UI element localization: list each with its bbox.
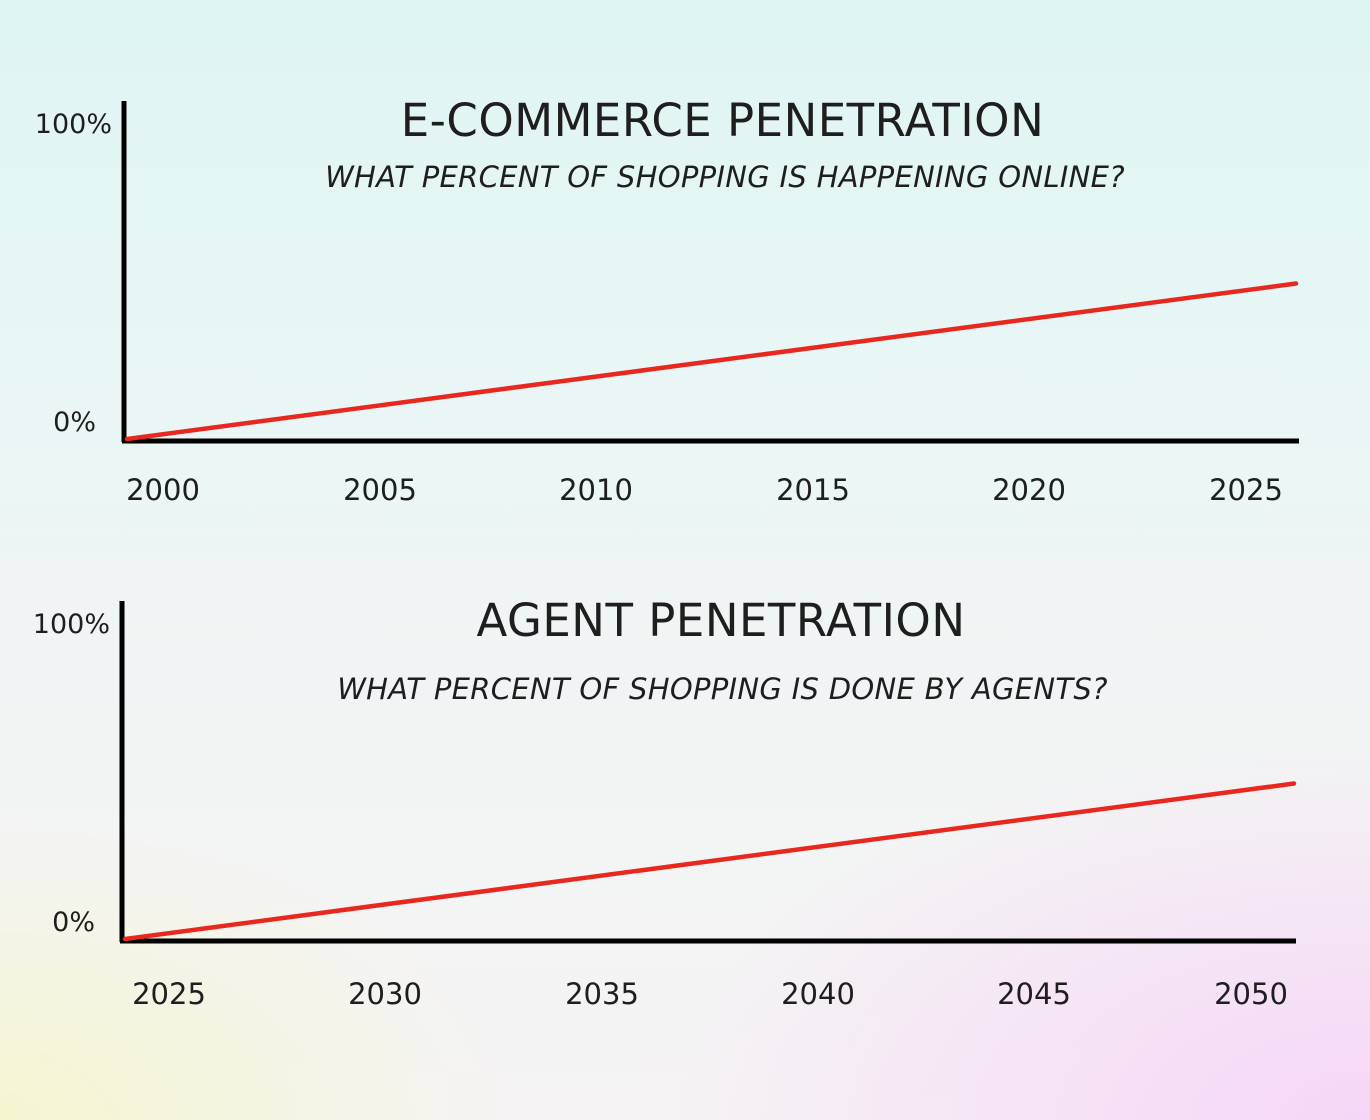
x-tick-label-2005: 2005 bbox=[343, 473, 417, 507]
x-tick-label-2015: 2015 bbox=[776, 473, 850, 507]
agent-plot-area: 100% 0% 2025 2030 2035 2040 2045 2050 bbox=[33, 601, 1297, 1011]
agent-penetration-chart: 100% 0% 2025 2030 2035 2040 2045 2050 AGENT P… bbox=[0, 500, 1370, 1011]
x-tick-label-2000: 2000 bbox=[126, 473, 200, 507]
chart-subtitle: WHAT PERCENT OF SHOPPING IS DONE BY AGEN… bbox=[337, 672, 1108, 706]
x-tick-label-2045: 2045 bbox=[997, 977, 1071, 1011]
x-tick-label-2035: 2035 bbox=[565, 977, 639, 1011]
y-tick-label-0: 0% bbox=[52, 907, 95, 938]
chart-title: E-COMMERCE PENETRATION bbox=[400, 94, 1045, 147]
ecommerce-penetration-chart: 100% 0% 2000 2005 2010 2015 2020 2025 E-COMME… bbox=[0, 0, 1370, 507]
ecommerce-plot-area: 100% 0% 2000 2005 2010 2015 2020 2025 bbox=[35, 101, 1299, 507]
x-tick-label-2025: 2025 bbox=[132, 977, 206, 1011]
x-tick-label-2020: 2020 bbox=[992, 473, 1066, 507]
y-tick-label-0: 0% bbox=[53, 407, 96, 438]
series-line bbox=[124, 281, 1299, 442]
chart-title: AGENT PENETRATION bbox=[476, 594, 966, 647]
chart-subtitle: WHAT PERCENT OF SHOPPING IS HAPPENING ON… bbox=[325, 160, 1125, 194]
y-tick-label-100: 100% bbox=[33, 609, 110, 640]
x-tick-labels: 2000 2005 2010 2015 2020 2025 bbox=[126, 473, 1283, 507]
x-tick-labels: 2025 2030 2035 2040 2045 2050 bbox=[132, 977, 1288, 1011]
x-tick-label-2010: 2010 bbox=[559, 473, 633, 507]
x-tick-label-2030: 2030 bbox=[348, 977, 422, 1011]
x-tick-label-2025: 2025 bbox=[1209, 473, 1283, 507]
series-line bbox=[122, 781, 1297, 942]
y-tick-label-100: 100% bbox=[35, 109, 112, 140]
x-tick-label-2040: 2040 bbox=[781, 977, 855, 1011]
x-tick-label-2050: 2050 bbox=[1214, 977, 1288, 1011]
